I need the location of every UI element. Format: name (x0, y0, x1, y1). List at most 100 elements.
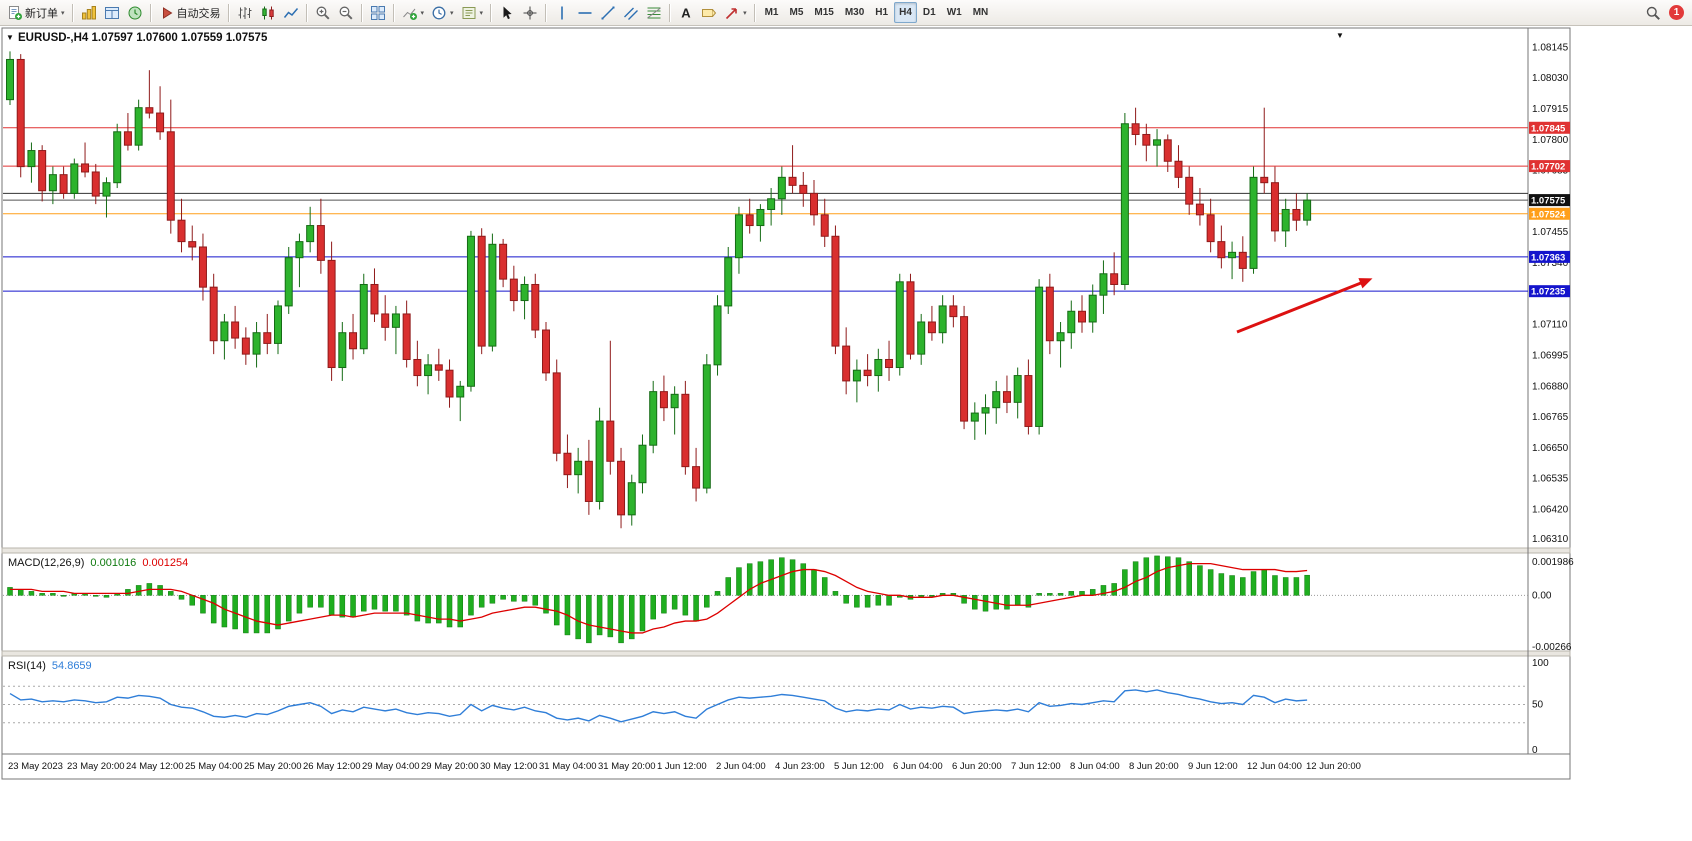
zoom-in-button[interactable] (312, 2, 334, 23)
timeframe-h4-button[interactable]: H4 (894, 2, 917, 23)
candle-up (1099, 273, 1108, 296)
text-button[interactable]: A (675, 2, 697, 23)
macd-histogram-bar (768, 559, 774, 596)
candle-up (1088, 294, 1097, 323)
candle-down (1174, 160, 1183, 178)
crosshair-button[interactable] (519, 2, 541, 23)
candle-up (1056, 332, 1065, 342)
candle-down (177, 219, 186, 243)
indicators-button[interactable]: ▾ (399, 2, 428, 23)
macd-histogram-bar (103, 595, 110, 598)
chart-shift-marker[interactable]: ▼ (1336, 31, 1344, 40)
candle-down (949, 305, 958, 318)
candle-down (59, 174, 68, 194)
cursor-button[interactable] (496, 2, 518, 23)
history-center-button[interactable] (124, 2, 146, 23)
history-center-icon (127, 5, 143, 21)
timeframe-m5-button[interactable]: M5 (784, 2, 808, 23)
text-label-button[interactable] (698, 2, 720, 23)
candle-up (1120, 123, 1129, 285)
time-axis-label: 7 Jun 12:00 (1011, 761, 1061, 772)
periods-button[interactable]: ▾ (428, 2, 457, 23)
trendline-icon (600, 5, 616, 21)
macd-histogram-bar (1207, 569, 1214, 596)
templates-button[interactable]: ▾ (458, 2, 487, 23)
candle-up (27, 150, 36, 168)
macd-histogram-bar (746, 563, 753, 596)
macd-histogram-bar (596, 595, 603, 636)
macd-histogram-bar (393, 595, 399, 612)
macd-histogram-bar (929, 595, 935, 597)
macd-histogram-bar (60, 595, 67, 597)
macd-histogram-bar (1218, 573, 1225, 596)
timeframe-w1-button[interactable]: W1 (942, 2, 967, 23)
notifications-badge[interactable]: 1 (1669, 5, 1684, 20)
candlestick-chart-button[interactable] (257, 2, 279, 23)
caret-down-icon: ▾ (420, 9, 425, 17)
candle-down (327, 259, 336, 369)
rsi-panel-splitter[interactable] (1, 650, 1571, 657)
macd-histogram-bar (982, 595, 989, 612)
candle-down (509, 278, 518, 302)
line-chart-button[interactable] (280, 2, 302, 23)
equidistant-channel-icon (623, 5, 639, 21)
candle-up (456, 385, 465, 398)
time-axis-label: 1 Jun 12:00 (657, 761, 707, 772)
candle-up (424, 364, 433, 377)
zoom-out-button[interactable] (335, 2, 357, 23)
tile-windows-button[interactable] (367, 2, 389, 23)
candle-up (777, 176, 786, 200)
charts-button[interactable] (78, 2, 100, 23)
macd-histogram-bar (446, 595, 453, 628)
candle-up (134, 107, 143, 146)
timeframe-m30-button[interactable]: M30 (840, 2, 869, 23)
price-tick-label: 1.06650 (1532, 443, 1569, 454)
caret-down-icon: ▾ (61, 9, 65, 17)
fibonacci-button[interactable] (643, 2, 665, 23)
timeframe-m1-button[interactable]: M1 (760, 2, 784, 23)
candle-down (1024, 375, 1033, 427)
timeframe-h1-button[interactable]: H1 (870, 2, 893, 23)
candle-up (1249, 176, 1258, 269)
macd-histogram-bar (511, 595, 517, 602)
profiles-button[interactable] (101, 2, 123, 23)
vertical-line-button[interactable] (551, 2, 573, 23)
arrows-button[interactable]: ▾ (721, 2, 750, 23)
candle-down (960, 316, 969, 422)
price-badge (1529, 194, 1570, 207)
timeframe-d1-button[interactable]: D1 (918, 2, 941, 23)
macd-histogram-bar (382, 595, 388, 612)
timeframe-m15-button[interactable]: M15 (809, 2, 838, 23)
toolbar-separator (305, 3, 308, 22)
rsi-axis-label: 100 (1532, 658, 1549, 669)
timeframe-mn-button[interactable]: MN (968, 2, 994, 23)
candle-down (1270, 182, 1279, 232)
search-button[interactable] (1642, 2, 1664, 23)
trendline-button[interactable] (597, 2, 619, 23)
candle-down (209, 286, 218, 342)
time-axis-label: 24 May 12:00 (126, 761, 184, 772)
macd-histogram-bar (350, 595, 356, 618)
equidistant-channel-button[interactable] (620, 2, 642, 23)
chart-window[interactable] (1, 27, 1571, 780)
indicators-icon (402, 5, 418, 21)
macd-axis-label: 0.001986 (1532, 557, 1574, 568)
candle-down (1206, 214, 1215, 243)
macd-histogram-bar (972, 595, 978, 610)
macd-panel-splitter[interactable] (1, 547, 1571, 554)
candle-down (381, 313, 390, 328)
macd-histogram-bar (403, 595, 410, 616)
bar-chart-button[interactable] (234, 2, 256, 23)
trend-arrow[interactable] (1236, 279, 1367, 334)
candle-up (595, 420, 604, 502)
symbol-collapse-icon[interactable]: ▼ (6, 33, 14, 42)
vertical-line-icon (554, 5, 570, 21)
candle-down (692, 466, 701, 489)
toolbar-separator (490, 3, 493, 22)
autotrading-button[interactable]: 自动交易 (156, 2, 224, 23)
candle-up (852, 369, 861, 382)
new-order-button[interactable]: 新订单 ▾ (4, 2, 68, 23)
horizontal-line-button[interactable] (574, 2, 596, 23)
profiles-icon (104, 5, 120, 21)
